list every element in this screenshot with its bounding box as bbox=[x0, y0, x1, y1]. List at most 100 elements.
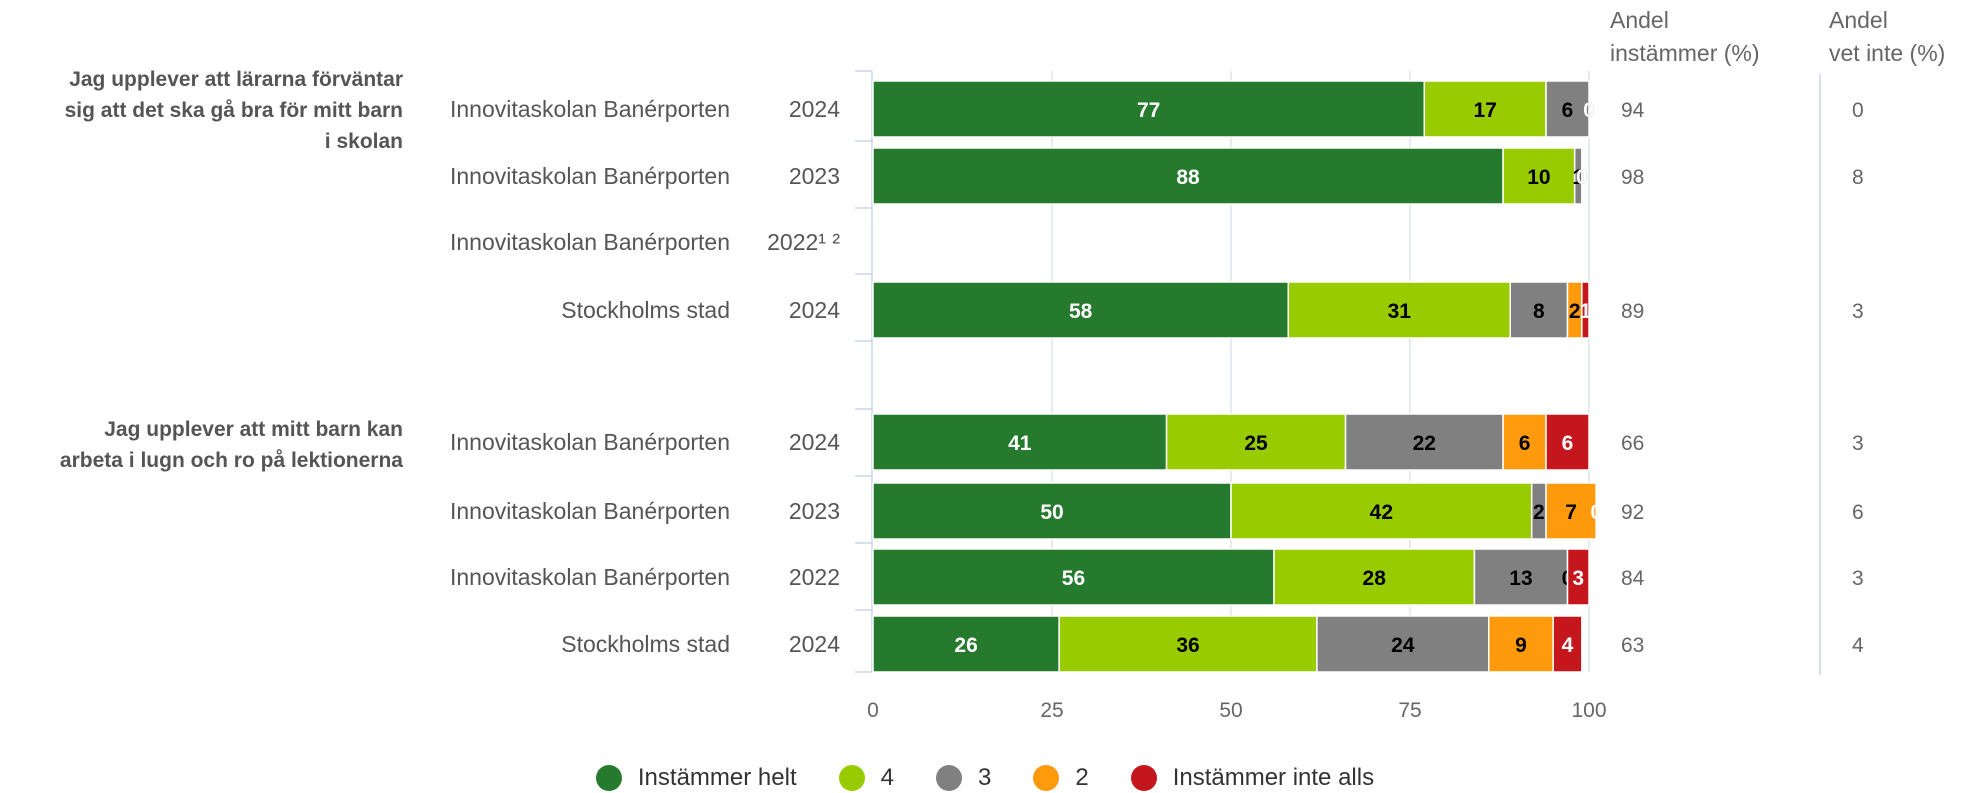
x-tick-label: 25 bbox=[1040, 699, 1063, 722]
dontknow-value: 8 bbox=[1852, 166, 1864, 189]
bar-value-label: 0 bbox=[1576, 166, 1588, 189]
bar-segment bbox=[1573, 147, 1583, 205]
bar-value-label: 2 bbox=[1569, 300, 1581, 323]
legend-item[interactable]: Instämmer inte alls bbox=[1130, 764, 1374, 792]
bar-segment bbox=[1230, 482, 1533, 540]
category-year-label: 2024 bbox=[789, 429, 840, 455]
x-tick-label: 50 bbox=[1219, 699, 1242, 722]
bar-value-label: 0 bbox=[1583, 99, 1595, 122]
dontknow-header-line2: vet inte (%) bbox=[1829, 40, 1945, 66]
bar-segment bbox=[1545, 413, 1590, 471]
agree-header-line1: Andel bbox=[1610, 7, 1669, 33]
bar-segment bbox=[872, 482, 1232, 540]
bar-segment bbox=[1344, 413, 1504, 471]
bar-segment bbox=[1566, 548, 1590, 606]
category-year-label: 2024 bbox=[789, 297, 840, 323]
category-unit-label: Innovitaskolan Banérporten bbox=[450, 163, 730, 189]
dontknow-value: 3 bbox=[1852, 300, 1864, 323]
category-unit-label: Innovitaskolan Banérporten bbox=[450, 429, 730, 455]
category-year-label: 2023 bbox=[789, 498, 840, 524]
bar-value-label: 0 bbox=[1590, 501, 1602, 524]
agree-value: 92 bbox=[1621, 501, 1644, 524]
legend-item[interactable]: 2 bbox=[1033, 764, 1089, 792]
bar-segment bbox=[1273, 548, 1476, 606]
question-label: Jag upplever att mitt barn kan bbox=[104, 418, 403, 441]
legend-item[interactable]: 3 bbox=[935, 764, 992, 792]
dontknow-value: 0 bbox=[1852, 99, 1864, 122]
bar-value-label: 28 bbox=[1363, 567, 1387, 590]
bar-segment bbox=[872, 147, 1504, 205]
dontknow-header-line1: Andel bbox=[1829, 7, 1888, 33]
bar-value-label: 1 bbox=[1580, 300, 1592, 323]
bar-value-label: 0 bbox=[1583, 99, 1595, 122]
bar-segment bbox=[1165, 413, 1347, 471]
bar-value-label: 13 bbox=[1509, 567, 1532, 590]
bar-segment bbox=[1423, 80, 1547, 138]
legend-swatch bbox=[595, 765, 622, 791]
bar-value-label: 1 bbox=[1572, 166, 1584, 189]
legend-label: 2 bbox=[1075, 764, 1089, 791]
dontknow-value: 4 bbox=[1852, 634, 1864, 657]
bar-segment bbox=[1058, 615, 1318, 673]
agree-value: 63 bbox=[1621, 634, 1644, 657]
question-label: i skolan bbox=[325, 130, 403, 153]
legend-label: 4 bbox=[880, 764, 894, 791]
agree-value: 89 bbox=[1621, 300, 1644, 323]
bar-segment bbox=[1502, 413, 1547, 471]
legend-swatch bbox=[1033, 765, 1060, 791]
legend-item[interactable]: 4 bbox=[838, 764, 894, 792]
agree-value: 94 bbox=[1621, 99, 1645, 122]
agree-header-line2: instämmer (%) bbox=[1610, 40, 1760, 66]
bar-segment bbox=[1545, 80, 1590, 138]
legend-swatch bbox=[838, 765, 865, 791]
legend-label: 3 bbox=[977, 764, 992, 791]
x-tick-label: 100 bbox=[1571, 699, 1606, 722]
bar-value-label: 0 bbox=[1576, 166, 1588, 189]
category-unit-label: Innovitaskolan Banérporten bbox=[450, 96, 730, 122]
bar-value-label: 6 bbox=[1562, 432, 1574, 455]
bar-segment bbox=[872, 281, 1290, 339]
bar-value-label: 17 bbox=[1474, 99, 1497, 122]
dontknow-value: 6 bbox=[1852, 501, 1864, 524]
bar-value-label: 50 bbox=[1040, 501, 1063, 524]
agree-value: 84 bbox=[1621, 567, 1645, 590]
legend-swatch bbox=[1130, 765, 1157, 791]
bar-value-label: 22 bbox=[1413, 432, 1436, 455]
bar-value-label: 6 bbox=[1519, 432, 1531, 455]
chart-legend: Instämmer helt 4 3 2 Instämmer inte alls bbox=[0, 763, 1970, 793]
bar-value-label: 3 bbox=[1572, 567, 1584, 590]
legend-label: Instämmer helt bbox=[637, 764, 797, 791]
category-year-label: 2022¹ ² bbox=[767, 229, 840, 255]
bar-segment bbox=[872, 548, 1275, 606]
category-unit-label: Stockholms stad bbox=[561, 297, 730, 323]
bar-segment bbox=[1545, 482, 1597, 540]
question-label: arbeta i lugn och ro på lektionerna bbox=[60, 449, 403, 472]
bar-value-label: 25 bbox=[1244, 432, 1268, 455]
category-year-label: 2022 bbox=[789, 564, 840, 590]
bar-segment bbox=[1488, 615, 1554, 673]
category-year-label: 2024 bbox=[789, 631, 840, 657]
agree-value: 98 bbox=[1621, 166, 1644, 189]
category-year-label: 2024 bbox=[789, 96, 840, 122]
legend-item[interactable]: Instämmer helt bbox=[595, 764, 797, 792]
category-unit-label: Innovitaskolan Banérporten bbox=[450, 564, 730, 590]
bar-value-label: 36 bbox=[1176, 634, 1199, 657]
bar-segment bbox=[1509, 281, 1569, 339]
bar-value-label: 9 bbox=[1515, 634, 1527, 657]
bar-value-label: 31 bbox=[1388, 300, 1412, 323]
bar-value-label: 7 bbox=[1565, 501, 1577, 524]
agree-value: 66 bbox=[1621, 432, 1644, 455]
bar-value-label: 58 bbox=[1069, 300, 1093, 323]
x-tick-label: 75 bbox=[1398, 699, 1421, 722]
bar-segment bbox=[872, 80, 1426, 138]
bar-value-label: 88 bbox=[1176, 166, 1200, 189]
question-label: Jag upplever att lärarna förväntar bbox=[69, 68, 403, 91]
category-year-label: 2023 bbox=[789, 163, 840, 189]
dontknow-value: 3 bbox=[1852, 567, 1864, 590]
bar-value-label: 42 bbox=[1370, 501, 1393, 524]
question-label: sig att det ska gå bra för mitt barn bbox=[65, 99, 403, 122]
bar-value-label: 4 bbox=[1562, 634, 1574, 657]
category-unit-label: Innovitaskolan Banérporten bbox=[450, 498, 730, 524]
bar-value-label: 10 bbox=[1527, 166, 1550, 189]
